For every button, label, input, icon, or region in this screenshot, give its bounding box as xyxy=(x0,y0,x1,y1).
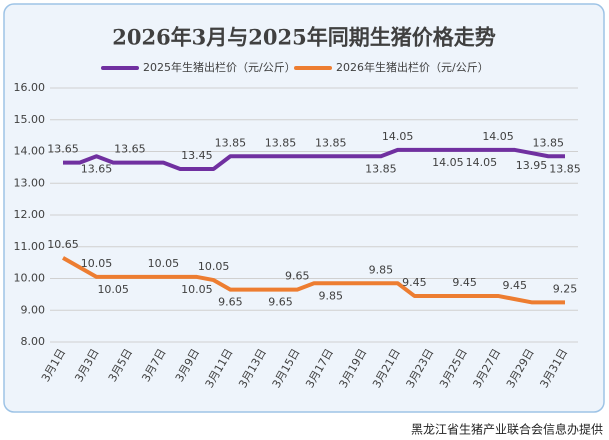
data-label: 14.05 xyxy=(382,130,414,143)
legend-label: 2025年生猪出栏价（元/公斤） xyxy=(143,60,296,74)
data-label: 13.85 xyxy=(265,136,297,149)
y-tick-label: 15.00 xyxy=(14,113,46,126)
data-label: 9.65 xyxy=(268,296,293,309)
data-label: 13.85 xyxy=(533,136,565,149)
data-label: 9.45 xyxy=(452,276,477,289)
data-label: 13.65 xyxy=(114,143,146,156)
data-label: 14.05 xyxy=(466,156,498,169)
data-label: 13.65 xyxy=(81,162,113,175)
y-tick-label: 12.00 xyxy=(14,208,46,221)
data-label: 14.05 xyxy=(432,156,464,169)
data-label: 9.65 xyxy=(285,270,310,283)
data-label: 10.05 xyxy=(148,257,180,270)
data-label: 13.85 xyxy=(549,162,581,175)
y-tick-label: 8.00 xyxy=(21,335,46,348)
y-tick-label: 10.00 xyxy=(14,272,46,285)
y-tick-label: 16.00 xyxy=(14,81,46,94)
data-label: 9.65 xyxy=(218,296,243,309)
series-line xyxy=(62,256,565,305)
data-label: 13.85 xyxy=(365,162,397,175)
chart-title: 2026年3月与2025年同期生猪价格走势 xyxy=(112,25,496,50)
data-label: 9.45 xyxy=(503,279,528,292)
data-label: 14.05 xyxy=(482,130,514,143)
data-label: 10.05 xyxy=(97,283,129,296)
data-label: 10.05 xyxy=(81,257,113,270)
data-label: 9.25 xyxy=(553,282,578,295)
source-note: 黑龙江省生猪产业联合会信息办提供 xyxy=(411,422,603,437)
data-label: 9.85 xyxy=(318,289,343,302)
data-label: 10.05 xyxy=(181,283,213,296)
data-label: 13.65 xyxy=(47,143,79,156)
data-label: 13.85 xyxy=(215,136,247,149)
data-label: 13.95 xyxy=(516,159,548,172)
data-label: 9.85 xyxy=(369,263,394,276)
data-label: 13.85 xyxy=(315,136,347,149)
y-tick-label: 11.00 xyxy=(14,240,46,253)
y-tick-label: 13.00 xyxy=(14,176,46,189)
data-label: 10.05 xyxy=(198,260,230,273)
data-label: 13.45 xyxy=(181,149,213,162)
y-tick-label: 14.00 xyxy=(14,145,46,158)
data-label: 9.45 xyxy=(402,276,427,289)
data-label: 10.65 xyxy=(47,238,79,251)
y-tick-label: 9.00 xyxy=(21,303,46,316)
series-line xyxy=(63,147,565,171)
legend-label: 2026年生猪出栏价（元/公斤） xyxy=(336,60,489,74)
